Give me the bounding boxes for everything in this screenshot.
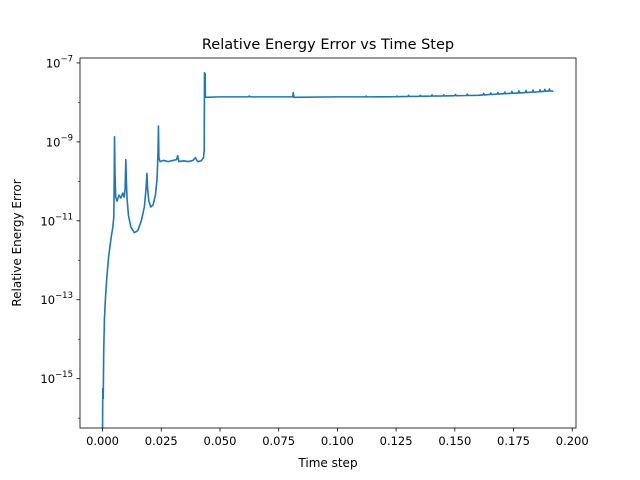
y-tick-label: 10−7 <box>46 54 73 70</box>
series-line <box>101 72 554 428</box>
x-tick-label: 0.000 <box>86 434 119 448</box>
plot-background <box>80 58 576 428</box>
y-tick-label: 10−13 <box>40 291 73 307</box>
x-tick-label: 0.025 <box>145 434 178 448</box>
y-tick-label: 10−9 <box>46 133 73 149</box>
x-axis-label: Time step <box>297 456 357 470</box>
series-layer <box>101 72 554 428</box>
x-tick-label: 0.125 <box>380 434 413 448</box>
y-axis-label: Relative Energy Error <box>10 179 24 306</box>
axes-frame <box>79 57 577 429</box>
x-tick-label: 0.200 <box>556 434 589 448</box>
x-tick-label: 0.100 <box>321 434 354 448</box>
x-tick-label: 0.175 <box>497 434 530 448</box>
x-tick-label: 0.150 <box>438 434 471 448</box>
y-tick-label: 10−11 <box>40 212 73 228</box>
y-axis: 10−15 10−13 10−11 10−9 10−7 <box>40 54 80 419</box>
y-tick-label: 10−15 <box>40 370 73 386</box>
x-tick-label: 0.075 <box>262 434 295 448</box>
x-tick-label: 0.050 <box>204 434 237 448</box>
x-axis: 0.000 0.025 0.050 0.075 0.100 0.125 0.150 0.175… <box>86 428 589 448</box>
chart-title: Relative Energy Error vs Time Step <box>202 37 454 53</box>
plot-area <box>79 57 577 429</box>
